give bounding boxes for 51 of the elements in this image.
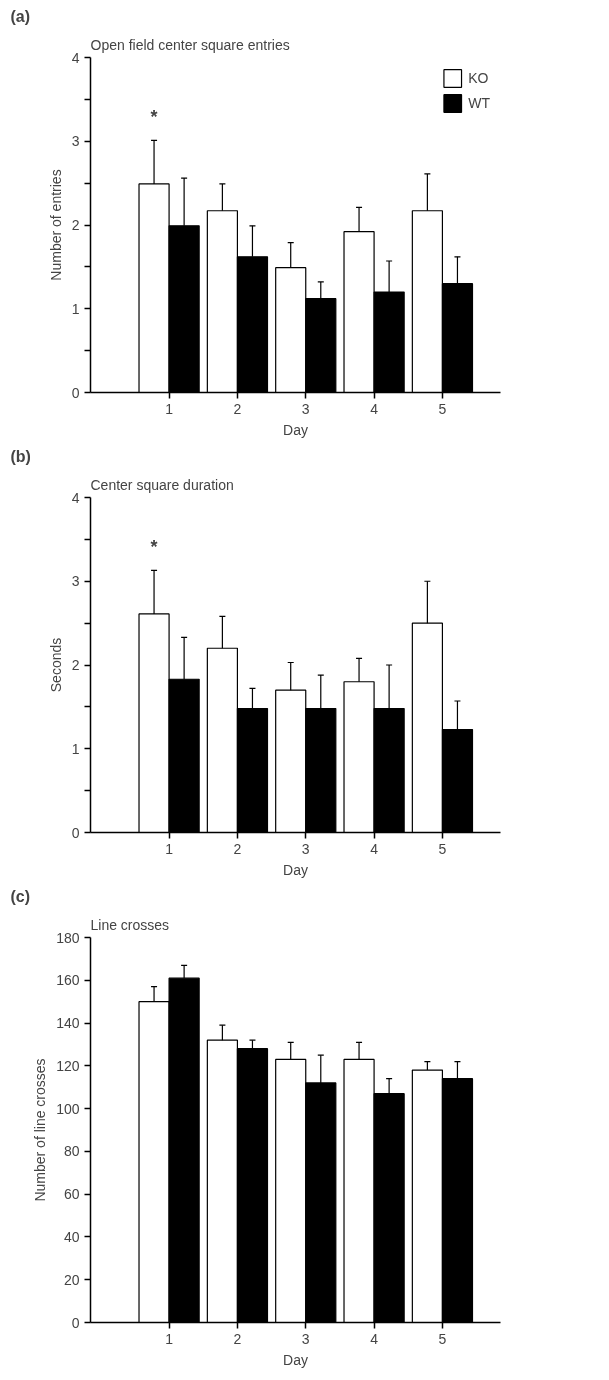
x-tick-label: 4 [370,840,379,857]
x-tick-label: 4 [370,1330,379,1347]
y-tick-label: 4 [71,49,80,66]
y-tick-label: 3 [71,573,80,590]
y-tick-label: 160 [56,972,80,989]
y-tick-label: 100 [56,1100,80,1117]
annotation: * [150,107,158,128]
x-axis-title: Day [283,1351,308,1368]
x-tick-label: 5 [438,400,447,417]
x-tick-label: 1 [165,1330,174,1347]
y-tick-label: 20 [63,1271,80,1288]
y-tick-label: 140 [56,1015,80,1032]
y-tick-label: 3 [71,133,80,150]
text: (a) [10,7,31,25]
y-tick-label: 1 [71,740,80,757]
y-tick-label: 0 [71,384,80,401]
x-tick-label: 4 [370,400,379,417]
y-tick-label: 80 [63,1143,80,1160]
y-tick-label: 60 [63,1186,80,1203]
x-tick-label: 2 [233,1330,242,1347]
legend-label: WT [468,95,490,111]
legend-label: KO [468,70,489,86]
y-axis-title: Number of line crosses [32,1058,49,1202]
x-axis-title: Day [283,861,308,878]
text: (b) [10,447,31,465]
x-tick-label: 1 [165,400,174,417]
chart-title: Center square duration [90,476,234,493]
text: (c) [10,887,31,905]
y-tick-label: 2 [71,217,80,233]
annotation: * [150,536,158,557]
x-tick-label: 3 [301,400,310,417]
x-tick-label: 2 [233,400,242,417]
y-tick-label: 0 [71,824,80,841]
x-tick-label: 3 [301,840,310,857]
y-tick-label: 40 [63,1228,80,1245]
x-tick-label: 1 [165,840,174,857]
y-axis-title: Seconds [47,637,64,693]
y-tick-label: 120 [56,1057,80,1074]
y-tick-label: 1 [71,300,80,317]
chart-title: Line crosses [90,916,170,933]
x-tick-label: 2 [233,840,242,857]
x-tick-label: 5 [438,1330,447,1347]
x-axis-title: Day [283,421,308,438]
y-axis-title: Number of entries [47,169,64,281]
x-tick-label: 5 [438,840,447,857]
chart-title: Open field center square entries [90,36,290,53]
y-tick-label: 0 [71,1314,80,1331]
y-tick-label: 180 [56,929,80,946]
y-tick-label: 4 [71,489,80,506]
y-tick-label: 2 [71,657,80,673]
x-tick-label: 3 [301,1330,310,1347]
